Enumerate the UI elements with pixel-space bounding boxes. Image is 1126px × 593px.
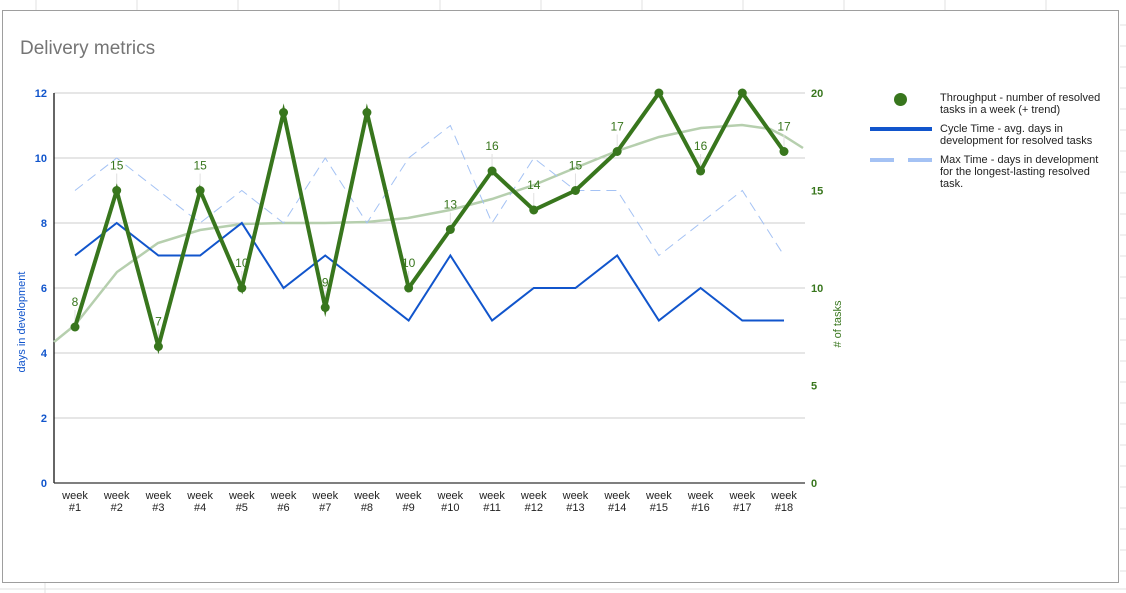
throughput-data-label: 16 xyxy=(485,139,499,153)
throughput-point[interactable] xyxy=(696,166,706,176)
x-axis-label: #13 xyxy=(566,502,584,514)
right-axis-tick: 10 xyxy=(811,283,823,295)
throughput-point[interactable] xyxy=(320,303,330,312)
x-axis-label: week xyxy=(61,490,88,502)
left-axis-tick: 0 xyxy=(41,478,47,490)
x-axis-label: week xyxy=(728,490,755,502)
legend-item-cycle-time[interactable]: Cycle Time - avg. days in development fo… xyxy=(868,123,1108,147)
throughput-point[interactable] xyxy=(779,147,789,156)
x-axis-label: #5 xyxy=(236,502,248,514)
right-axis-tick: 5 xyxy=(811,381,817,393)
cycle-time-line[interactable] xyxy=(74,221,784,322)
x-axis-label: week xyxy=(645,490,672,502)
right-axis-title: # of tasks xyxy=(832,300,844,348)
right-axis-tick: 20 xyxy=(811,88,823,100)
throughput-point[interactable] xyxy=(279,108,289,117)
throughput-data-label: 17 xyxy=(777,120,791,134)
throughput-data-label: 13 xyxy=(444,198,458,212)
throughput-data-label: 16 xyxy=(694,139,708,153)
left-axis-tick: 4 xyxy=(41,348,48,360)
x-axis-label: week xyxy=(395,490,422,502)
x-axis-label: week xyxy=(687,490,714,502)
x-axis-label: #12 xyxy=(525,502,543,514)
x-axis-label: #16 xyxy=(691,502,709,514)
throughput-data-label: 9 xyxy=(322,276,329,290)
throughput-point[interactable] xyxy=(195,186,205,195)
x-axis-label: week xyxy=(103,490,130,502)
left-axis-tick: 2 xyxy=(41,413,47,425)
chart-title: Delivery metrics xyxy=(20,38,156,59)
throughput-point[interactable] xyxy=(529,205,539,215)
throughput-data-label: 17 xyxy=(610,120,624,134)
throughput-point[interactable] xyxy=(404,283,414,293)
throughput-data-label: 15 xyxy=(110,159,124,173)
x-axis-label: #10 xyxy=(441,502,459,514)
x-axis-label: week xyxy=(353,490,380,502)
throughput-point[interactable] xyxy=(487,166,497,176)
x-axis-label: #2 xyxy=(111,502,123,514)
right-axis-tick: 15 xyxy=(811,186,823,198)
left-axis-tick: 12 xyxy=(35,88,47,100)
throughput-data-label: 14 xyxy=(527,178,541,192)
throughput-point[interactable] xyxy=(70,322,80,332)
x-axis-label: #15 xyxy=(650,502,668,514)
throughput-data-label: 7 xyxy=(155,315,162,329)
throughput-point[interactable] xyxy=(153,342,163,351)
left-axis-title: days in development xyxy=(16,271,28,373)
x-axis-label: week xyxy=(562,490,589,502)
x-axis-label: week xyxy=(437,490,464,502)
throughput-point[interactable] xyxy=(237,283,247,293)
x-axis-label: #11 xyxy=(483,502,501,514)
x-axis-label: week xyxy=(311,490,338,502)
x-axis-label: week xyxy=(145,490,172,502)
legend-item-max-time[interactable]: Max Time - days in development for the l… xyxy=(868,154,1108,190)
throughput-point[interactable] xyxy=(737,88,747,98)
x-axis-label: #17 xyxy=(733,502,751,514)
chart-container[interactable] xyxy=(2,10,1119,583)
x-axis-label: week xyxy=(520,490,547,502)
legend-item-throughput[interactable]: Throughput - number of resolved tasks in… xyxy=(868,92,1108,116)
legend-label: Throughput - number of resolved tasks in… xyxy=(940,92,1101,116)
throughput-point[interactable] xyxy=(570,186,580,195)
x-axis-label: week xyxy=(478,490,505,502)
left-axis-tick: 6 xyxy=(41,283,47,295)
throughput-data-label: 15 xyxy=(193,159,207,173)
x-axis-label: #14 xyxy=(608,502,626,514)
solid-line-icon xyxy=(868,123,934,137)
throughput-data-label: 15 xyxy=(569,159,583,173)
x-axis-label: #3 xyxy=(152,502,164,514)
x-axis-label: week xyxy=(186,490,213,502)
legend-label: Max Time - days in development for the l… xyxy=(940,154,1099,190)
dashed-line-icon xyxy=(868,154,934,168)
x-axis-label: #8 xyxy=(361,502,373,514)
x-axis-label: #4 xyxy=(194,502,206,514)
green-dot-icon xyxy=(868,92,934,106)
left-axis-tick: 8 xyxy=(41,218,47,230)
left-axis-tick: 10 xyxy=(35,153,47,165)
x-axis-label: #1 xyxy=(69,502,81,514)
throughput-trendline xyxy=(53,123,804,343)
legend-label: Cycle Time - avg. days in development fo… xyxy=(940,123,1093,147)
x-axis-label: #18 xyxy=(775,502,793,514)
right-axis-tick: 0 xyxy=(811,478,817,490)
x-axis-label: #6 xyxy=(277,502,289,514)
throughput-point[interactable] xyxy=(654,88,664,98)
x-axis-label: #9 xyxy=(403,502,415,514)
throughput-data-label: 8 xyxy=(72,295,79,309)
throughput-line[interactable] xyxy=(73,89,786,355)
x-axis-label: week xyxy=(770,490,797,502)
x-axis-label: week xyxy=(270,490,297,502)
x-axis-label: #7 xyxy=(319,502,331,514)
legend: Throughput - number of resolved tasks in… xyxy=(868,92,1108,197)
throughput-point[interactable] xyxy=(112,186,122,195)
x-axis-label: week xyxy=(603,490,630,502)
x-axis-label: week xyxy=(228,490,255,502)
throughput-point[interactable] xyxy=(362,108,372,117)
throughput-point[interactable] xyxy=(445,225,455,234)
throughput-point[interactable] xyxy=(612,147,622,156)
